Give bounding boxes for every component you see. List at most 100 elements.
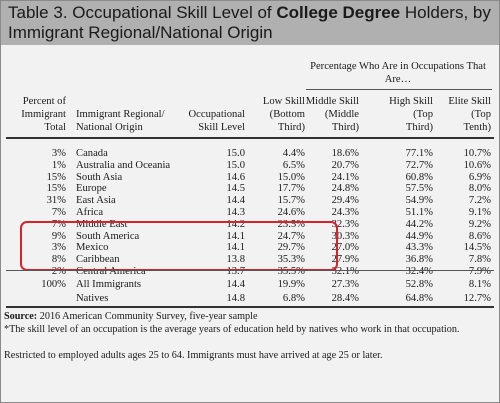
table-cell-high: 44.2%: [405, 218, 433, 230]
column-header-col4: Third): [277, 122, 305, 133]
restriction-note: Restricted to employed adults ages 25 to…: [4, 350, 383, 361]
table-cell-low: 4.4%: [282, 148, 305, 159]
column-header-col1: Percent of: [22, 96, 66, 107]
totals-cell-high: 64.8%: [405, 292, 433, 304]
table-cell-pct: 1%: [51, 159, 66, 171]
table-cell-pct: 3%: [51, 242, 66, 254]
totals-cell-mid: 27.3%: [331, 279, 359, 290]
table-cell-skill: 14.5: [226, 183, 245, 195]
column-header-col3: Occupational: [188, 109, 245, 120]
table-cell-elite: 8.6%: [468, 230, 491, 242]
table-cell-skill: 14.2: [226, 218, 245, 230]
table-cell-low: 29.7%: [277, 242, 305, 254]
totals-cell-elite: 12.7%: [463, 292, 491, 304]
table-cell-high: 36.8%: [405, 254, 433, 266]
table-cell-elite: 9.1%: [468, 207, 491, 218]
totals-cell-low: 19.9%: [277, 279, 305, 290]
column-header-col6: High Skill: [389, 96, 433, 107]
table-cell-low: 17.7%: [277, 183, 305, 195]
table-cell-skill: 14.1: [226, 242, 245, 254]
table-cell-mid: 24.1%: [331, 171, 359, 183]
table-cell-high: 60.8%: [405, 171, 433, 183]
body-divider: [6, 270, 494, 271]
column-header-col5: Third): [331, 122, 359, 133]
footer-divider: [6, 306, 494, 308]
column-header-col7: (Top: [471, 109, 491, 120]
totals-cell-mid: 28.4%: [331, 292, 359, 304]
column-header-col6: Third): [405, 122, 433, 133]
column-header-col7: Elite Skill: [448, 96, 491, 107]
table-title: Table 3. Occupational Skill Level of Col…: [8, 3, 491, 42]
table-cell-low: 15.7%: [277, 195, 305, 207]
table-cell-low: 15.0%: [277, 171, 305, 183]
highlight-box: [20, 221, 338, 271]
column-header-col7: Tenth): [463, 122, 492, 133]
table-cell-skill: 14.4: [226, 195, 245, 207]
table-cell-origin: Caribbean: [76, 254, 120, 266]
table-cell-skill: 13.8: [226, 254, 245, 266]
table-cell-elite: 6.9%: [468, 171, 491, 183]
table-cell-origin: Mexico: [76, 242, 109, 254]
source-note: Source: 2016 American Community Survey, …: [4, 311, 258, 322]
table-cell-elite: 10.7%: [463, 148, 491, 159]
table-cell-pct: 7%: [51, 218, 66, 230]
table-cell-pct: 7%: [51, 207, 66, 218]
column-header-col3: Skill Level: [198, 122, 245, 133]
table-cell-low: 24.6%: [277, 207, 305, 218]
table-cell-pct: 2%: [51, 266, 66, 277]
table-cell-skill: 14.6: [226, 171, 245, 183]
totals-cell-origin: All Immigrants: [76, 279, 142, 290]
table-cell-high: 32.4%: [405, 266, 433, 277]
table-cell-pct: 8%: [51, 254, 66, 266]
table-cell-high: 57.5%: [405, 183, 433, 195]
table-cell-origin: Europe: [76, 183, 107, 195]
column-header-col4: Low Skill: [262, 96, 305, 107]
table-cell-origin: South America: [76, 230, 140, 242]
table-cell-mid: 18.6%: [331, 148, 359, 159]
table-cell-elite: 7.9%: [468, 266, 491, 277]
table-cell-origin: South Asia: [76, 171, 123, 183]
totals-cell-pct: 100%: [41, 279, 66, 290]
table-cell-pct: 15%: [46, 183, 66, 195]
totals-cell-low: 6.8%: [282, 292, 305, 304]
table-cell-high: 77.1%: [405, 148, 433, 159]
totals-cell-origin: Natives: [76, 292, 109, 304]
column-header-col4: (Bottom: [269, 109, 305, 120]
table-cell-mid: 27.0%: [331, 242, 359, 254]
table-cell-mid: 20.7%: [331, 159, 359, 171]
column-header-col1: Total: [44, 122, 66, 133]
table-cell-low: 6.5%: [282, 159, 305, 171]
table-cell-mid: 24.8%: [331, 183, 359, 195]
table-cell-elite: 14.5%: [463, 242, 491, 254]
table-cell-origin: Africa: [76, 207, 104, 218]
column-header-col2: Immigrant Regional/: [76, 109, 165, 120]
table-cell-high: 51.1%: [405, 207, 433, 218]
table-cell-mid: 29.4%: [331, 195, 359, 207]
totals-cell-elite: 8.1%: [468, 279, 491, 290]
table-cell-origin: Canada: [76, 148, 108, 159]
table-cell-pct: 31%: [46, 195, 66, 207]
group-divider: [306, 89, 492, 90]
table-cell-high: 54.9%: [405, 195, 433, 207]
table-cell-mid: 32.3%: [331, 218, 359, 230]
table-cell-low: 35.5%: [277, 266, 305, 277]
table-cell-high: 44.9%: [405, 230, 433, 242]
table-cell-elite: 9.2%: [468, 218, 491, 230]
column-header-col5: (Middle: [324, 109, 359, 120]
column-header-col2: National Origin: [76, 122, 143, 133]
column-header-col5: Middle Skill: [305, 96, 359, 107]
table-cell-mid: 30.3%: [331, 230, 359, 242]
table-cell-elite: 8.0%: [468, 183, 491, 195]
table-cell-mid: 27.9%: [331, 254, 359, 266]
column-header-col6: (Top: [413, 109, 433, 120]
table-cell-origin: Australia and Oceania: [76, 159, 171, 171]
table-cell-origin: Middle East: [76, 218, 128, 230]
table-cell-skill: 14.1: [226, 230, 245, 242]
column-header-col1: Immigrant: [21, 109, 66, 120]
table-cell-origin: Central America: [76, 266, 146, 277]
table-cell-mid: 32.1%: [331, 266, 359, 277]
title-bar: [1, 1, 499, 45]
totals-cell-high: 52.8%: [405, 279, 433, 290]
table-cell-skill: 15.0: [226, 148, 245, 159]
